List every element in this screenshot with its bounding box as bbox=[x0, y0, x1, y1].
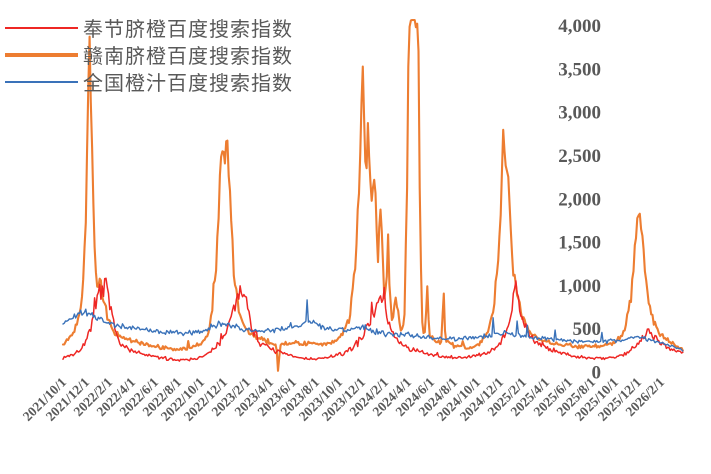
series-line-1 bbox=[61, 18, 684, 372]
y-axis-label: 2,500 bbox=[558, 146, 601, 167]
legend-label-gannan: 赣南脐橙百度搜索指数 bbox=[83, 44, 293, 68]
legend-label-orange-juice: 全国橙汁百度搜索指数 bbox=[83, 71, 293, 95]
y-axis-label: 4,000 bbox=[558, 16, 601, 37]
y-axis-label: 2,000 bbox=[558, 189, 601, 210]
legend-line-swatch-fengjie bbox=[5, 26, 78, 29]
y-axis-label: 0 bbox=[592, 363, 602, 384]
y-axis-label: 1,000 bbox=[558, 276, 601, 297]
y-axis-label: 1,500 bbox=[558, 233, 601, 254]
series-line-2 bbox=[62, 299, 684, 352]
y-axis-label: 3,000 bbox=[558, 103, 601, 124]
legend-line-swatch-gannan bbox=[5, 52, 78, 57]
legend: 奉节脐橙百度搜索指数 赣南脐橙百度搜索指数 全国橙汁百度搜索指数 bbox=[5, 14, 293, 95]
legend-item-gannan: 赣南脐橙百度搜索指数 bbox=[5, 41, 293, 68]
legend-item-orange-juice: 全国橙汁百度搜索指数 bbox=[5, 68, 293, 95]
legend-item-fengjie: 奉节脐橙百度搜索指数 bbox=[5, 14, 293, 41]
y-axis-label: 3,500 bbox=[558, 59, 601, 80]
legend-line-swatch-orange-juice bbox=[5, 80, 78, 83]
series-line-0 bbox=[62, 277, 684, 362]
y-axis-label: 500 bbox=[573, 319, 602, 340]
legend-label-fengjie: 奉节脐橙百度搜索指数 bbox=[83, 17, 293, 41]
